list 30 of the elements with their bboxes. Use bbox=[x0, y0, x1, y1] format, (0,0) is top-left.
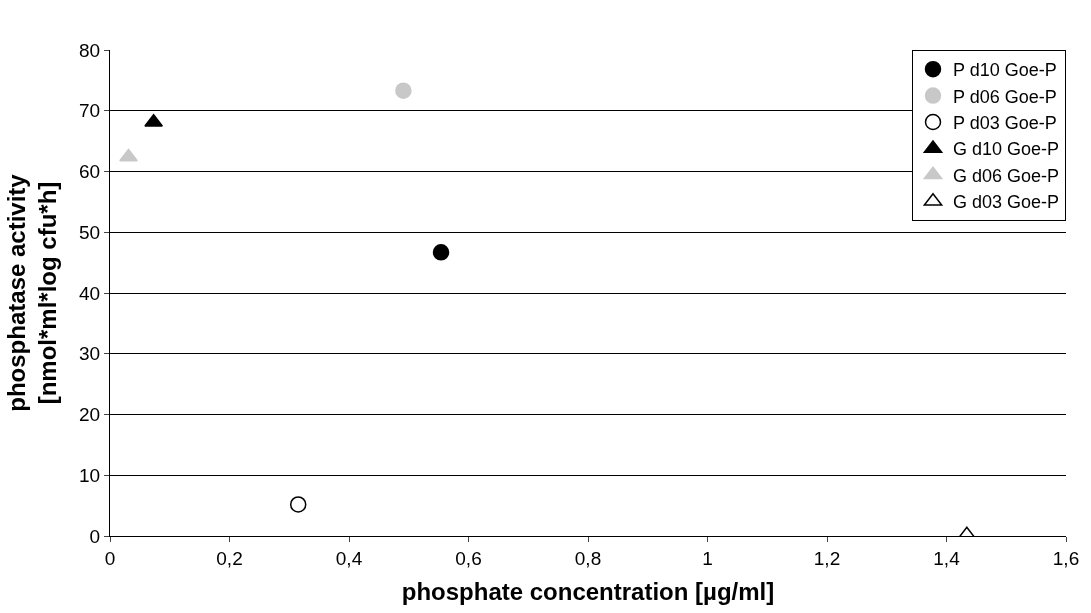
y-tick-label: 40 bbox=[79, 282, 101, 304]
legend-label: G d10 Goe-P bbox=[953, 139, 1060, 160]
y-tick-label: 30 bbox=[79, 343, 101, 365]
point bbox=[289, 496, 307, 513]
y-tick-label: 20 bbox=[79, 404, 101, 426]
y-tick-label: 70 bbox=[79, 100, 101, 122]
y-tick-label: 80 bbox=[79, 39, 101, 61]
legend-label: G d06 Goe-P bbox=[953, 165, 1060, 186]
x-tick-label: 0,8 bbox=[574, 547, 602, 569]
point bbox=[432, 244, 450, 261]
x-tick-label: 0 bbox=[104, 547, 116, 569]
y-tick-label: 0 bbox=[89, 525, 101, 547]
x-tick-label: 0,4 bbox=[335, 547, 363, 569]
y-tick-label: 10 bbox=[79, 464, 101, 486]
x-tick-label: 1,2 bbox=[813, 547, 841, 569]
x-axis-title: phosphate concentration [µg/ml] bbox=[401, 578, 775, 606]
y-axis-title: phosphatase activity [nmol*ml*log cfu*h] bbox=[2, 173, 62, 412]
legend-label: P d03 Goe-P bbox=[953, 113, 1057, 134]
x-tick-label: 0,6 bbox=[455, 547, 482, 569]
y-tick-label: 50 bbox=[79, 221, 101, 243]
x-tick-label: 0,2 bbox=[216, 547, 243, 569]
y-tick-label: 60 bbox=[79, 161, 101, 183]
point bbox=[119, 148, 138, 162]
legend-label: P d10 Goe-P bbox=[953, 60, 1057, 81]
legend-label: G d03 Goe-P bbox=[953, 192, 1060, 213]
x-tick-label: 1,4 bbox=[933, 547, 961, 569]
x-tick-label: 1 bbox=[702, 547, 713, 569]
point bbox=[395, 82, 412, 99]
x-tick-label: 1,6 bbox=[1052, 547, 1080, 569]
legend-label: P d06 Goe-P bbox=[953, 86, 1057, 107]
